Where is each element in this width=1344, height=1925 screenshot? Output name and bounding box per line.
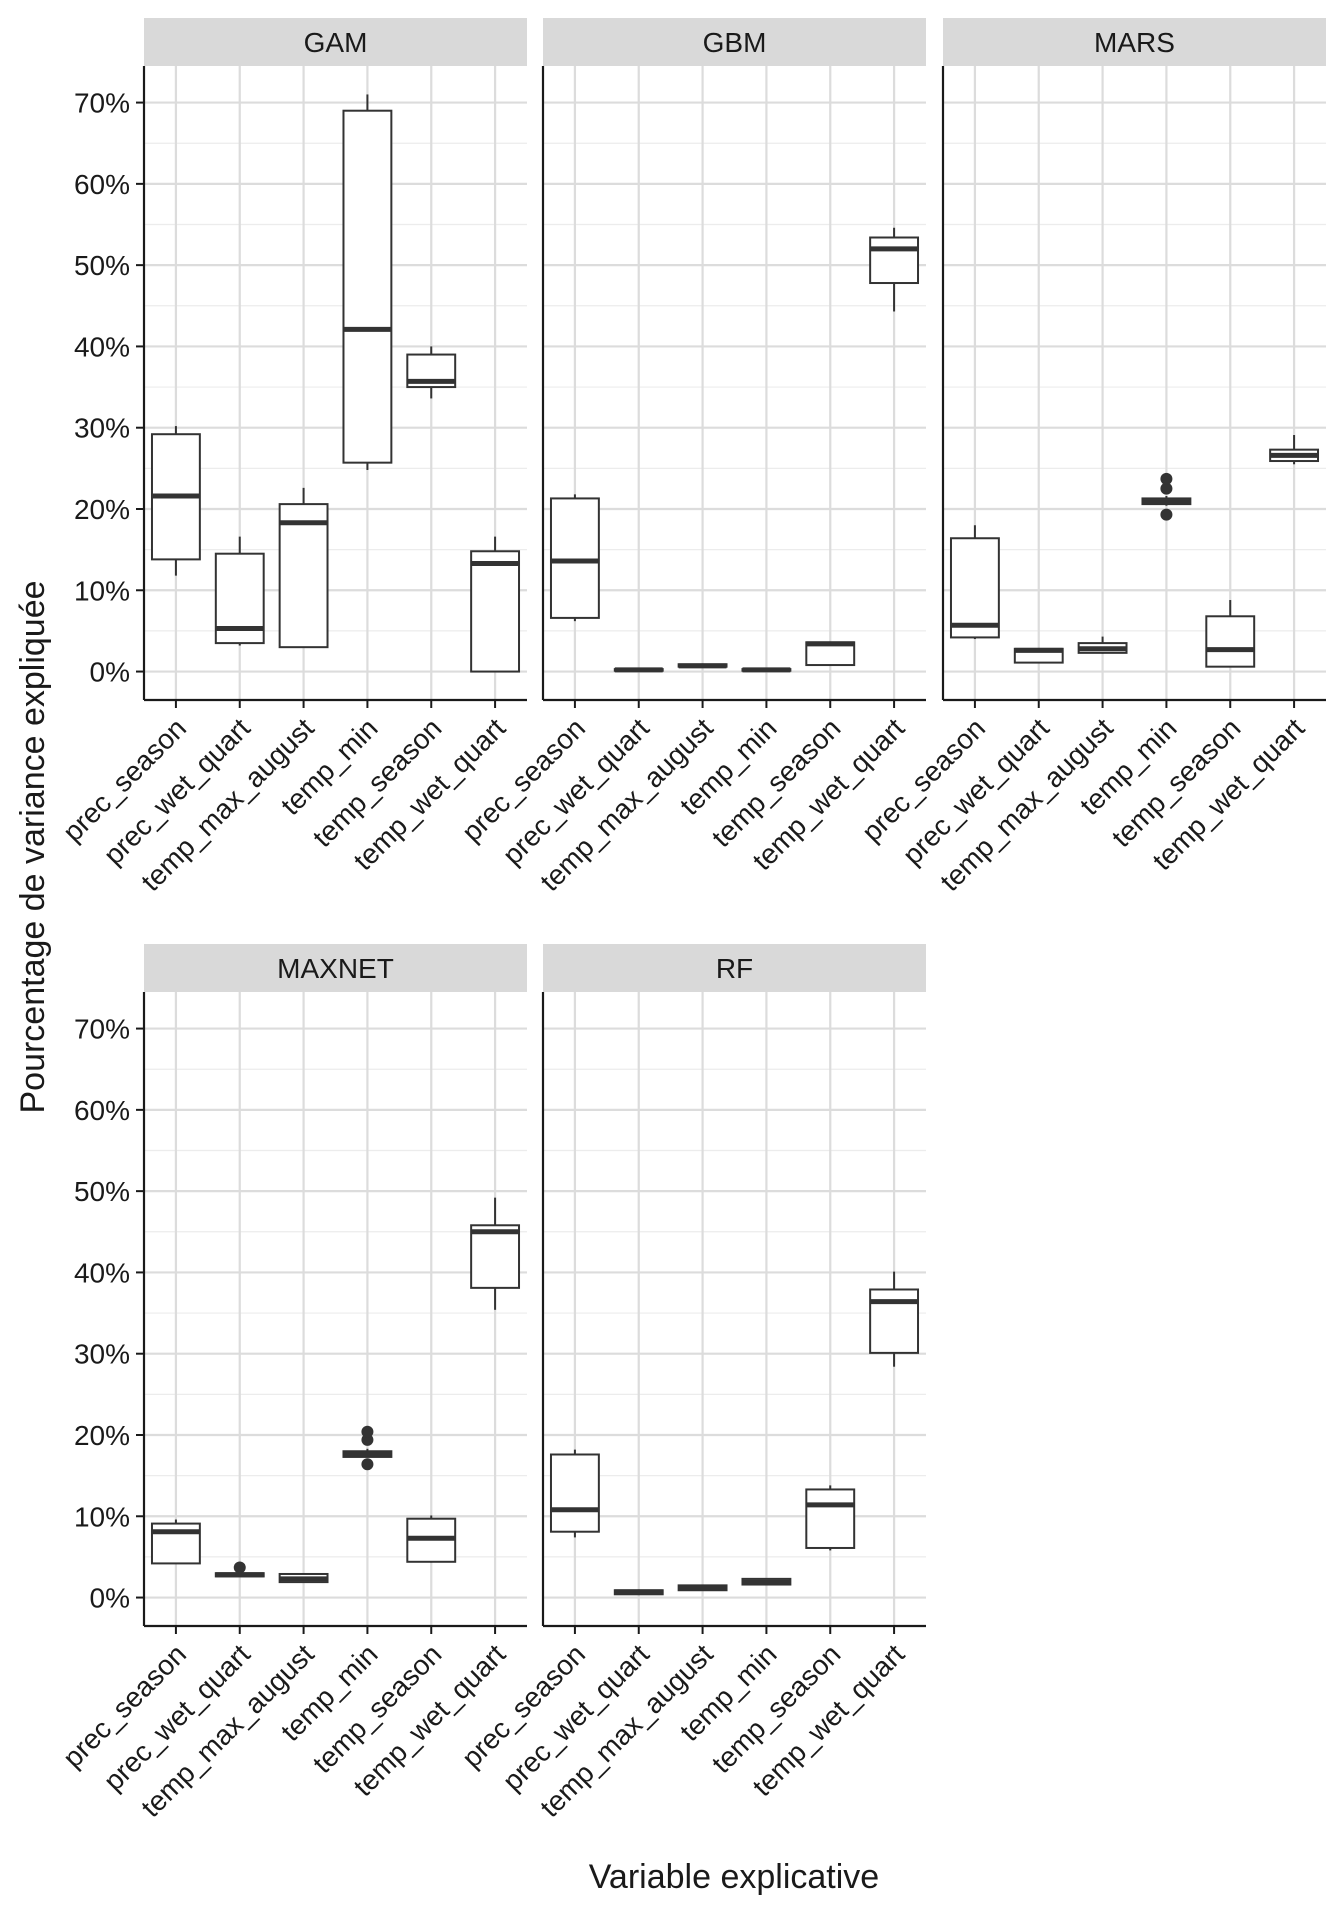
boxplot-temp_season <box>805 641 856 667</box>
boxplot-temp_max_august <box>278 1572 329 1584</box>
boxplot-prec_season <box>549 1449 600 1538</box>
facet-label: GAM <box>304 27 368 58</box>
boxplot-prec_season <box>549 494 600 622</box>
boxplot-prec_season <box>949 525 1000 640</box>
y-axis-title: Pourcentage de variance expliquée <box>14 580 52 1113</box>
boxplot-temp_min <box>741 1577 792 1586</box>
y-tick-label: 70% <box>74 88 130 119</box>
box-iqr <box>949 537 1000 639</box>
boxplot-temp_min <box>741 667 792 673</box>
panel-rf: RFprec_seasonprec_wet_quarttemp_max_augu… <box>456 944 926 1823</box>
panel-gbm: GBMprec_seasonprec_wet_quarttemp_max_aug… <box>456 18 926 897</box>
y-tick-label: 70% <box>74 1014 130 1045</box>
outlier-point <box>1160 508 1173 521</box>
box-iqr <box>470 1224 521 1289</box>
boxplot-temp_max_august <box>278 487 329 649</box>
boxplot-temp_wet_quart <box>470 536 521 673</box>
x-axis-title: Variable explicative <box>589 1858 879 1896</box>
boxplot-prec_wet_quart <box>613 1589 664 1596</box>
facet-label: MARS <box>1094 27 1175 58</box>
facet-strip <box>943 18 1326 66</box>
boxplot-temp_min <box>342 1425 393 1471</box>
boxplot-temp_max_august <box>1077 636 1128 654</box>
y-tick-label: 40% <box>74 331 130 362</box>
box-iqr <box>1205 615 1256 668</box>
boxplot-prec_wet_quart <box>1013 647 1064 664</box>
y-tick-label: 50% <box>74 250 130 281</box>
box-iqr <box>549 497 600 619</box>
y-tick-label: 0% <box>90 657 130 688</box>
y-tick-label: 50% <box>74 1176 130 1207</box>
facet-strip <box>543 944 926 992</box>
outlier-point <box>361 1425 374 1438</box>
outlier-point <box>1160 472 1173 485</box>
facet-strip <box>144 944 527 992</box>
boxplot-temp_season <box>1205 600 1256 668</box>
boxplot-temp_wet_quart <box>869 227 920 312</box>
y-tick-label: 60% <box>74 169 130 200</box>
y-tick-label: 30% <box>74 1339 130 1370</box>
box-iqr <box>470 550 521 673</box>
facet-label: GBM <box>703 27 767 58</box>
boxplot-temp_season <box>805 1485 856 1551</box>
facet-strip <box>543 18 926 66</box>
facet-label: MAXNET <box>277 953 394 984</box>
boxplot-temp_season <box>406 1515 457 1563</box>
boxplot-prec_season <box>150 426 201 576</box>
y-tick-label: 10% <box>74 575 130 606</box>
box-iqr <box>549 1453 600 1533</box>
boxplot-temp_max_august <box>677 1584 728 1592</box>
boxplot-temp_wet_quart <box>470 1197 521 1310</box>
box-iqr <box>869 1288 920 1354</box>
boxplot-temp_min <box>1141 472 1192 521</box>
y-tick-label: 0% <box>90 1583 130 1614</box>
y-tick-label: 60% <box>74 1095 130 1126</box>
y-tick-label: 10% <box>74 1501 130 1532</box>
facet-label: RF <box>716 953 753 984</box>
box-iqr <box>278 503 329 649</box>
y-tick-label: 20% <box>74 1420 130 1451</box>
boxplot-temp_max_august <box>677 663 728 669</box>
boxplot-prec_season <box>150 1519 201 1565</box>
y-tick-label: 30% <box>74 413 130 444</box>
panel-gam: GAM0%10%20%30%40%50%60%70%prec_seasonpre… <box>57 18 527 897</box>
y-tick-label: 40% <box>74 1257 130 1288</box>
box-iqr <box>869 236 920 285</box>
boxplot-prec_wet_quart <box>613 667 664 673</box>
boxplot-temp_wet_quart <box>869 1271 920 1367</box>
y-tick-label: 20% <box>74 494 130 525</box>
box-iqr <box>342 109 393 464</box>
outlier-point <box>361 1458 374 1471</box>
boxplot-prec_wet_quart <box>214 1561 265 1578</box>
facet-strip <box>144 18 527 66</box>
boxplot-prec_wet_quart <box>214 536 265 646</box>
outlier-point <box>1160 482 1173 495</box>
boxplot-temp_wet_quart <box>1269 435 1320 465</box>
boxplot-temp_season <box>406 346 457 399</box>
boxplot-temp_min <box>342 94 393 470</box>
panel-mars: MARSprec_seasonprec_wet_quarttemp_max_au… <box>856 18 1326 897</box>
box-iqr <box>805 1488 856 1549</box>
panel-maxnet: MAXNET0%10%20%30%40%50%60%70%prec_season… <box>57 944 527 1823</box>
outlier-point <box>233 1561 246 1574</box>
